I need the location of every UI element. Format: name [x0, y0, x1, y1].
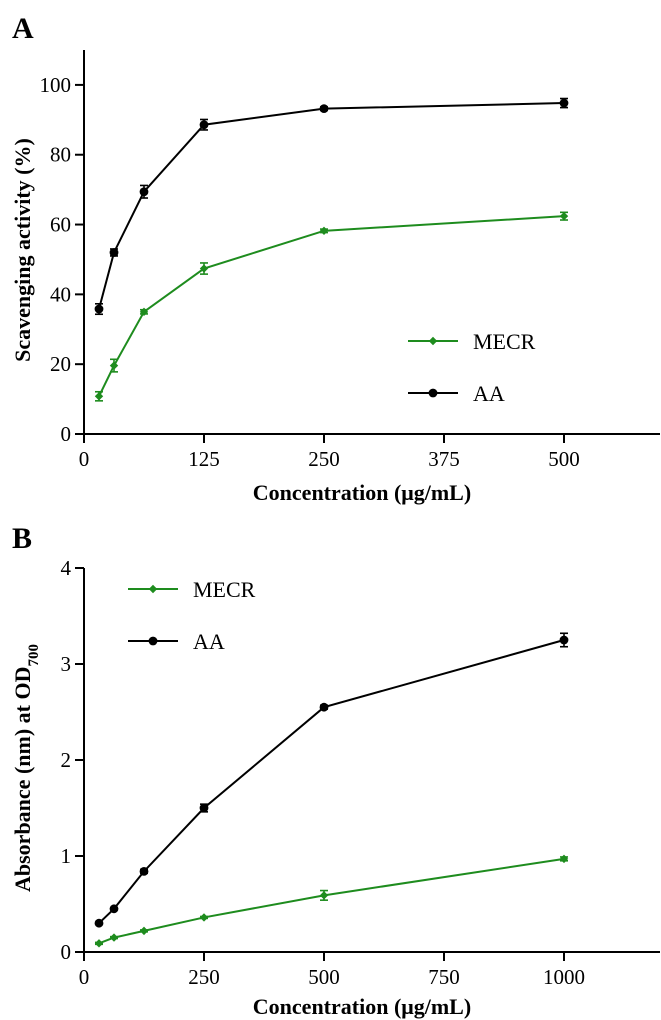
data-point: [559, 98, 569, 108]
chart-panel-b: B 0 1 2 3 4 0 250 500 750 1000 Concentration (μg/mL…: [10, 522, 660, 1019]
y-axis-title: Absorbance (nm) at OD700: [10, 644, 42, 892]
legend-entry-aa: AA: [408, 381, 505, 406]
y-tick-label: 0: [61, 422, 72, 446]
legend-label: MECR: [473, 329, 536, 354]
y-tick-label: 80: [50, 143, 71, 167]
x-tick-label: 250: [188, 965, 220, 989]
series-line: [98, 857, 565, 945]
series-mecr: [94, 854, 569, 948]
x-tick-label: 500: [308, 965, 340, 989]
legend-label: AA: [193, 629, 225, 654]
legend-marker: [428, 336, 438, 346]
legend-marker: [148, 636, 158, 646]
data-point: [319, 891, 329, 900]
series-mecr: [94, 211, 569, 402]
data-point: [199, 803, 209, 813]
data-point: [199, 913, 209, 922]
y-tick-label: 4: [61, 556, 72, 580]
data-point: [109, 361, 119, 370]
data-point: [109, 904, 119, 914]
y-tick-label: 0: [61, 940, 72, 964]
y-tick-label: 3: [61, 652, 72, 676]
data-point: [94, 304, 104, 314]
series-line: [98, 215, 565, 397]
legend-marker: [148, 584, 158, 594]
x-tick-label: 500: [548, 447, 580, 471]
data-point: [139, 307, 149, 317]
data-point: [94, 939, 104, 948]
data-point: [139, 926, 149, 936]
x-axis-title: Concentration (μg/mL): [253, 994, 471, 1019]
y-tick-label: 40: [50, 282, 71, 306]
y-tick-label: 20: [50, 352, 71, 376]
series-aa: [94, 97, 569, 316]
data-point: [94, 392, 104, 401]
data-point: [139, 187, 149, 197]
x-tick-label: 750: [428, 965, 460, 989]
series-aa: [94, 632, 569, 928]
x-tick-label: 0: [79, 965, 90, 989]
x-tick-label: 1000: [543, 965, 585, 989]
chart-panel-a: A 0 20 40 60 80 100 0 125 250 375 500 Concentration …: [10, 12, 660, 505]
legend-marker: [428, 388, 438, 398]
y-tick-label: 2: [61, 748, 72, 772]
x-tick-label: 375: [428, 447, 460, 471]
data-point: [559, 211, 569, 221]
data-point: [319, 226, 329, 236]
panel-label: A: [12, 12, 34, 45]
data-point: [559, 635, 569, 645]
data-point: [319, 702, 329, 712]
series-line: [98, 102, 565, 310]
y-tick-label: 60: [50, 213, 71, 237]
x-axis-title: Concentration (μg/mL): [253, 480, 471, 505]
y-tick-label: 100: [40, 73, 72, 97]
x-tick-label: 0: [79, 447, 90, 471]
x-tick-label: 250: [308, 447, 340, 471]
data-point: [139, 866, 149, 876]
legend-label: AA: [473, 381, 505, 406]
legend-entry-mecr: MECR: [128, 577, 256, 602]
y-axis-title: Scavenging activity (%): [10, 138, 35, 362]
legend-entry-mecr: MECR: [408, 329, 536, 354]
data-point: [109, 933, 119, 942]
data-point: [109, 248, 119, 257]
data-point: [199, 264, 209, 273]
legend-entry-aa: AA: [128, 629, 225, 654]
y-tick-label: 1: [61, 844, 72, 868]
data-point: [94, 918, 104, 928]
x-tick-label: 125: [188, 447, 220, 471]
data-point: [199, 120, 209, 130]
data-point: [319, 104, 329, 114]
data-point: [559, 854, 569, 864]
series-line: [98, 639, 565, 924]
legend-label: MECR: [193, 577, 256, 602]
panel-label: B: [12, 522, 32, 555]
